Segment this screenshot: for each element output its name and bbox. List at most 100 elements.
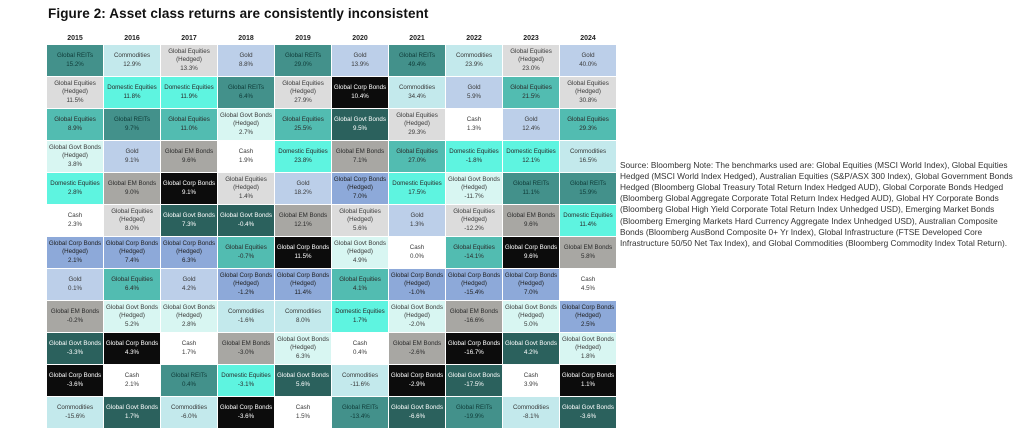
figure-title: Figure 2: Asset class returns are consis… [48,6,429,21]
asset-name: Gold [524,116,538,124]
asset-name: Global Govt Bonds (Hedged) [562,336,614,352]
asset-return-value: -12.2% [464,224,484,232]
asset-name: Global Govt Bonds (Hedged) [334,240,386,256]
return-cell: Commodities 8.0% [275,301,331,332]
asset-name: Global Govt Bonds (Hedged) [391,304,443,320]
asset-name: Global Equities [339,276,381,284]
year-column: 2015 Global REITs 15.2% Global Equities (He… [47,29,103,428]
year-column: 2017 Global Equities (Hedged) 13.3% Domesti… [161,29,217,428]
asset-name: Cash [124,372,140,380]
asset-return-value: -2.9% [408,381,426,388]
asset-return-value: -3.3% [66,349,84,356]
asset-name: Global Govt Bonds (Hedged) [277,336,329,352]
asset-name: Global Corp Bonds (Hedged) [504,272,558,288]
return-cell: Global Corp Bonds -3.6% [218,397,274,428]
return-cell: Global Corp Bonds (Hedged) -1.0% [389,269,445,300]
asset-name: Domestic Equities [221,372,271,380]
return-cell: Domestic Equities 1.7% [332,301,388,332]
return-cell: Cash 3.9% [503,365,559,396]
asset-return-value: -11.6% [350,381,370,388]
asset-name: Global REITs [113,116,151,124]
asset-return-value: 8.0% [295,317,311,324]
asset-return-value: 2.5% [580,320,596,328]
asset-return-value: 1.8% [580,352,596,360]
asset-name: Global Govt Bonds [505,340,557,348]
asset-return-value: 23.9% [465,61,483,68]
asset-return-value: -3.6% [66,381,84,388]
asset-return-value: -8.1% [522,413,540,420]
return-cell: Gold 9.1% [104,141,160,172]
return-cell: Global Govt Bonds (Hedged) 5.2% [104,301,160,332]
return-cell: Global Govt Bonds (Hedged) 5.0% [503,301,559,332]
return-cell: Global REITs 15.9% [560,173,616,204]
asset-name: Cash [352,340,368,348]
return-cell: Global Govt Bonds (Hedged) 4.9% [332,237,388,268]
asset-return-value: 17.5% [408,189,426,196]
asset-return-value: 3.9% [523,381,539,388]
asset-return-value: 2.3% [67,221,83,228]
asset-return-value: 9.6% [523,253,539,260]
asset-name: Commodities [341,372,379,380]
asset-return-value: 1.7% [352,317,368,324]
asset-return-value: 4.2% [181,285,197,292]
asset-name: Global Equities [453,244,495,252]
return-cell: Global Govt Bonds 4.2% [503,333,559,364]
asset-return-value: 7.4% [124,256,140,264]
asset-return-value: 5.9% [466,93,482,100]
asset-name: Global REITs [398,52,436,60]
asset-name: Global Equities (Hedged) [54,80,96,96]
return-cell: Global EM Bonds 5.8% [560,237,616,268]
return-cell: Global Corp Bonds (Hedged) 2.5% [560,301,616,332]
return-cell: Global Equities (Hedged) 5.6% [332,205,388,236]
asset-name: Global Govt Bonds (Hedged) [106,304,158,320]
asset-name: Gold [68,276,82,284]
return-cell: Gold 5.9% [446,77,502,108]
return-cell: Gold 8.8% [218,45,274,76]
asset-name: Global Govt Bonds [277,372,329,380]
asset-return-value: 27.9% [294,96,312,104]
return-cell: Global Equities -14.1% [446,237,502,268]
return-cell: Cash 1.9% [218,141,274,172]
asset-name: Global Corp Bonds [504,244,558,252]
return-cell: Global EM Bonds 7.1% [332,141,388,172]
asset-return-value: 3.8% [67,160,83,168]
return-cell: Global Equities (Hedged) 1.4% [218,173,274,204]
return-cell: Cash 2.3% [47,205,103,236]
asset-name: Global Govt Bonds [106,404,158,412]
asset-name: Global Corp Bonds [333,84,387,92]
asset-name: Domestic Equities [164,84,214,92]
return-cell: Commodities 12.9% [104,45,160,76]
asset-name: Global Govt Bonds (Hedged) [163,304,215,320]
asset-return-value: 1.7% [124,413,140,420]
asset-name: Commodities [284,308,322,316]
return-cell: Global Equities (Hedged) 30.8% [560,77,616,108]
asset-return-value: 11.9% [180,93,198,100]
return-cell: Global REITs 11.1% [503,173,559,204]
return-cell: Global Govt Bonds -6.6% [389,397,445,428]
asset-name: Global Equities (Hedged) [396,112,438,128]
return-cell: Gold 0.1% [47,269,103,300]
asset-return-value: -16.6% [464,317,484,324]
return-cell: Global Corp Bonds (Hedged) 6.3% [161,237,217,268]
return-cell: Global Equities 21.5% [503,77,559,108]
asset-name: Global REITs [455,404,493,412]
return-cell: Global Govt Bonds -0.4% [218,205,274,236]
asset-name: Global EM Bonds [107,180,157,188]
asset-return-value: 2.8% [181,320,197,328]
return-cell: Global Equities -0.7% [218,237,274,268]
return-cell: Global Equities 29.3% [560,109,616,140]
asset-name: Global Govt Bonds (Hedged) [505,304,557,320]
asset-name: Global Govt Bonds [49,340,101,348]
asset-name: Global EM Bonds [563,244,613,252]
asset-name: Global Equities (Hedged) [339,208,381,224]
asset-return-value: -11.7% [464,192,484,200]
asset-return-value: 4.9% [352,256,368,264]
asset-return-value: 5.2% [124,320,140,328]
asset-name: Global Govt Bonds [163,212,215,220]
year-header: 2020 [352,35,368,42]
return-cell: Commodities 23.9% [446,45,502,76]
asset-return-value: 8.0% [124,224,140,232]
asset-return-value: -1.6% [237,317,255,324]
asset-name: Commodities [227,308,265,316]
asset-return-value: 13.9% [351,61,369,68]
